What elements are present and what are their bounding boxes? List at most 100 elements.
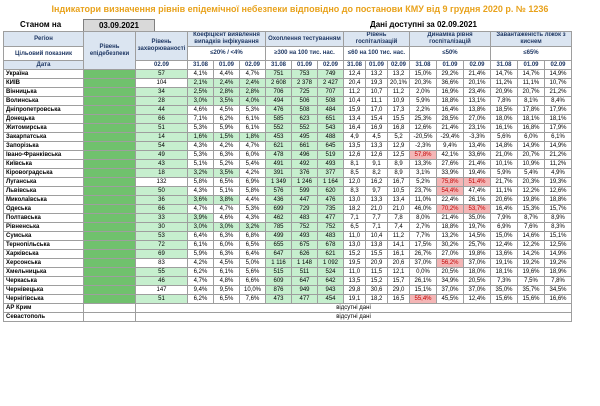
epidemic-level [83,276,136,286]
no-data-note: відсутні дані [135,303,572,313]
hosp-value: 19,3 [365,78,388,88]
detection-value: 2,4% [213,78,240,88]
date-header: 31.08 [265,60,292,70]
oxygen-load-value: 10,9% [517,159,545,169]
hosp-value: 4,9 [343,132,366,142]
hosp-value: 8,3 [343,186,366,196]
hosp-value: 7,7 [365,213,388,223]
oxygen-load-value: 35,0% [490,285,518,295]
oxygen-load-value: 34,5% [544,285,572,295]
oxygen-load-value: 12,2% [517,186,545,196]
hosp-dynamics-value: 2,7% [409,222,437,232]
hosp-value: 21,0 [387,204,410,214]
testing-value: 508 [291,105,318,115]
hosp-dynamics-value: 12,4% [463,294,491,304]
epidemic-level [83,249,136,259]
hosp-value: 13,5 [343,141,366,151]
oxygen-load-value: 7,5% [517,276,545,286]
morbidity-value: 34 [135,87,188,97]
hosp-value: 14,1 [387,240,410,250]
oxygen-load-value: 16,8% [517,123,545,133]
hosp-value: 16,7 [387,177,410,187]
testing-value: 699 [265,204,292,214]
morbidity-value: 51 [135,294,188,304]
table-row: Кіровоградська 18 3,2% 3,5% 4,2% 391 376 377 8,5… [3,168,572,178]
testing-value: 495 [291,132,318,142]
hosp-value: 12,5 [387,150,410,160]
hosp-value: 16,4 [343,123,366,133]
detection-value: 6,6% [239,276,266,286]
hosp-value: 11,2 [343,87,366,97]
region-name: Дніпропетровська [3,105,84,115]
hosp-dynamics-value: 25,3% [409,114,437,124]
header-dyn: Динаміка рівня госпіталізацій [409,31,491,47]
detection-value: 6,5% [239,240,266,250]
oxygen-load-value: 18,1% [517,114,545,124]
dyn-target: ≤50% [409,46,491,61]
region-name: Луганська [3,177,84,187]
hosp-value: 16,9 [365,123,388,133]
epidemic-level [83,222,136,232]
testing-value: 620 [317,186,344,196]
detection-value: 1,5% [213,132,240,142]
epidemic-level [83,96,136,106]
testing-value: 436 [265,195,292,205]
testing-value: 524 [317,267,344,277]
epidemic-level [83,312,136,322]
morbidity-value: 54 [135,141,188,151]
region-name: Чернігівська [3,294,84,304]
epidemic-level [83,303,136,313]
hosp-dynamics-value: 36,6% [436,78,464,88]
hosp-dynamics-value: 21,4% [463,159,491,169]
hosp-value: 12,1 [387,267,410,277]
hosp-value: 9,1 [365,159,388,169]
oxygen-load-value: 5,9% [490,168,518,178]
table-row: АР Крим відсутні дані [3,303,572,313]
detection-value: 2,8% [213,87,240,97]
morbidity-value: 14 [135,132,188,142]
oxygen-load-value: 18,9% [544,267,572,277]
region-name: Херсонська [3,258,84,268]
testing-value: 1 349 [265,177,292,187]
hosp-value: 4,5 [365,132,388,142]
oxygen-load-value: 20,3% [517,177,545,187]
testing-value: 725 [291,87,318,97]
detection-value: 4,6% [213,213,240,223]
region-name: Харківська [3,249,84,259]
detection-value: 6,0% [213,240,240,250]
detection-value: 4,7% [187,204,214,214]
table-row: Чернівецька 147 9,4% 9,5% 10,0% 876 949 943 29,8… [3,285,572,295]
testing-value: 483 [291,213,318,223]
hosp-dynamics-value: 18,8% [436,96,464,106]
testing-value: 492 [291,159,318,169]
hosp-value: 11,2 [387,231,410,241]
table-row: Донецька 66 7,1% 6,2% 6,1% 585 623 651 13,4 15,4 1… [3,114,572,124]
hosp-value: 8,2 [365,168,388,178]
hosp-dynamics-value: 27,0% [463,114,491,124]
hosp-value: 21,0 [365,204,388,214]
status-row: Станом на 03.09.2021 Дані доступні за 02… [0,19,600,32]
testing-value: 477 [317,213,344,223]
detection-value: 4,4% [239,195,266,205]
detection-value: 3,9% [187,213,214,223]
detection-value: 6,2% [187,294,214,304]
date-header: 02.09 [239,60,266,70]
testing-value: 1 092 [317,258,344,268]
testing-value: 453 [265,132,292,142]
detection-value: 3,6% [187,195,214,205]
testing-value: 943 [317,285,344,295]
hosp-dynamics-value: 57,8% [409,150,437,160]
epidemic-level [83,69,136,79]
hosp-dynamics-value: 75,8% [436,177,464,187]
region-name: АР Крим [3,303,84,313]
morbidity-value: 66 [135,114,188,124]
report-title: Індикатори визначення рівнів епідемічної… [51,4,549,14]
detection-value: 5,3% [239,105,266,115]
oxygen-load-value: 4,9% [544,168,572,178]
hosp-value: 8,9 [387,168,410,178]
testing-value: 599 [291,186,318,196]
header-date: Дата [3,60,84,70]
detection-value: 3,5% [213,96,240,106]
date-header: 02.09 [544,60,572,70]
testing-value: 621 [317,249,344,259]
